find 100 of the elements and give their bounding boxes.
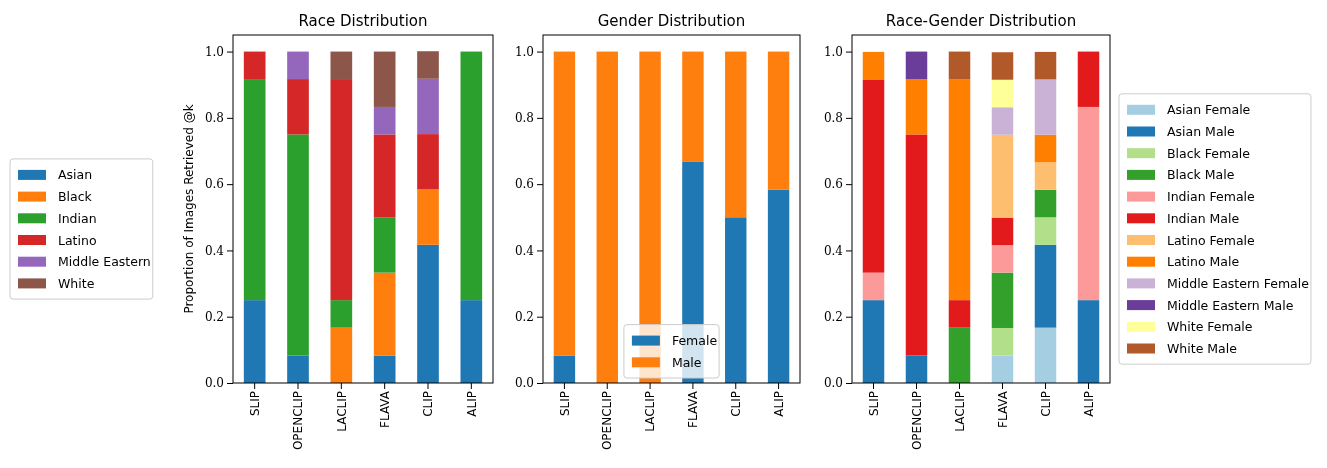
bar (287, 134, 309, 356)
legend-label: Female (671, 333, 718, 349)
bar (991, 245, 1014, 273)
x-tick-label: LACLIP (334, 391, 349, 432)
bar (991, 107, 1014, 135)
y-tick-label: 0.8 (204, 111, 224, 126)
y-tick-label: 0.0 (204, 376, 224, 391)
bar (1077, 51, 1100, 107)
y-tick-label: 0.6 (514, 177, 534, 192)
legend-label: White Male (1167, 341, 1238, 356)
legend-label: Middle Eastern (58, 254, 151, 270)
legend-label: Male (671, 354, 702, 370)
bar (1034, 51, 1057, 80)
bar (460, 51, 483, 301)
legend-label: Black (58, 189, 93, 205)
y-tick-label: 0.0 (514, 376, 534, 391)
bar (948, 327, 971, 383)
y-tick-label: 0.6 (823, 177, 843, 192)
legend-label: Latino Male (1167, 254, 1240, 270)
x-tick-label: ALIP (771, 391, 786, 417)
legend-label: Middle Eastern Male (1167, 297, 1294, 313)
bar (1034, 244, 1057, 328)
legend-label: Indian Female (1167, 189, 1256, 205)
bar (373, 51, 396, 107)
legend-label: Asian Male (1167, 124, 1236, 139)
bar (1077, 106, 1100, 301)
bar (417, 134, 439, 190)
y-tick-label: 0.4 (204, 243, 225, 258)
bar (460, 300, 483, 383)
bar (862, 272, 885, 301)
x-tick-label: SLIP (866, 391, 881, 417)
x-tick-label: OPENCLIP (600, 391, 615, 451)
y-tick-label: 0.2 (823, 310, 843, 325)
bar (905, 79, 928, 135)
y-axis-title: Proportion of Images Retrieved @k (182, 104, 196, 314)
bar (725, 217, 747, 383)
bar (767, 51, 790, 190)
bar (287, 79, 309, 135)
bar (330, 300, 353, 328)
bar (373, 106, 396, 135)
bar (1034, 189, 1057, 218)
bar (417, 51, 439, 79)
bar (682, 51, 704, 162)
x-tick-label: LACLIP (643, 391, 658, 432)
x-tick-label: OPENCLIP (291, 391, 306, 451)
bar (767, 189, 790, 383)
bar (991, 355, 1014, 383)
y-tick-label: 1.0 (823, 44, 843, 59)
bar (1034, 217, 1057, 245)
bar (330, 79, 353, 301)
x-tick-label: FLAVA (377, 390, 392, 428)
bar (373, 134, 396, 218)
bar (243, 300, 266, 383)
bar (243, 51, 266, 80)
bar (373, 355, 396, 383)
bar (948, 51, 971, 80)
bar (1034, 79, 1057, 135)
bar (417, 78, 439, 135)
legend-label: Indian Male (1167, 210, 1240, 226)
legend-label: Black Male (1167, 167, 1235, 183)
legend-label: Latino Female (1167, 232, 1256, 248)
bar (862, 300, 885, 383)
legend-label: Latino (58, 232, 97, 248)
y-tick-label: 0.8 (823, 111, 843, 126)
x-tick-label: ALIP (464, 391, 479, 417)
bar (948, 300, 971, 328)
bar (991, 327, 1014, 356)
bar (553, 355, 576, 383)
bar (991, 217, 1014, 246)
y-tick-label: 0.4 (514, 243, 535, 258)
legend-label: Asian Female (1167, 102, 1251, 118)
bar (1077, 300, 1100, 383)
bar (905, 134, 928, 356)
bar (417, 189, 439, 245)
y-tick-label: 1.0 (514, 44, 534, 59)
bar (373, 272, 396, 356)
y-tick-label: 0.0 (823, 376, 843, 391)
legend-label: White Female (1167, 319, 1253, 335)
legend-label: Indian (58, 210, 97, 226)
x-tick-label: LACLIP (952, 391, 967, 432)
y-tick-label: 0.4 (823, 243, 844, 258)
x-tick-label: ALIP (1081, 391, 1096, 417)
x-tick-label: FLAVA (686, 390, 701, 428)
y-tick-label: 0.2 (514, 310, 534, 325)
y-tick-label: 0.8 (514, 111, 534, 126)
x-tick-label: FLAVA (995, 390, 1010, 428)
bar (287, 355, 309, 383)
x-tick-label: CLIP (421, 391, 436, 417)
x-tick-label: CLIP (728, 391, 743, 417)
x-tick-label: OPENCLIP (909, 391, 924, 451)
bar (330, 51, 353, 80)
bar (330, 327, 353, 383)
bar (905, 51, 928, 80)
x-tick-label: CLIP (1038, 391, 1053, 417)
bar (948, 79, 971, 301)
bar (991, 79, 1014, 108)
legend-label: Asian (58, 167, 93, 183)
y-tick-label: 0.6 (204, 177, 224, 192)
bar (905, 355, 928, 383)
x-tick-label: SLIP (247, 391, 262, 417)
